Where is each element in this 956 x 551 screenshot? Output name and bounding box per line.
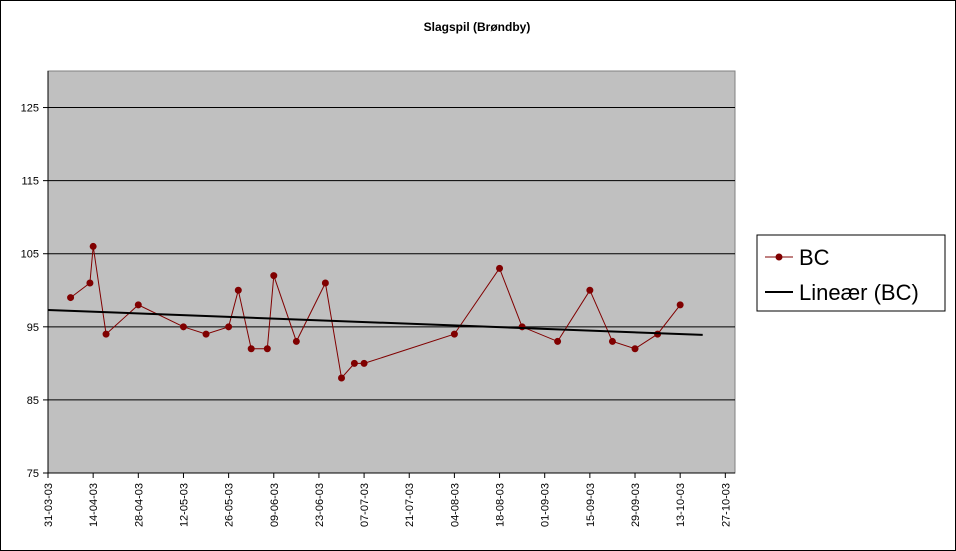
legend-marker <box>775 253 783 261</box>
legend-label: BC <box>799 245 830 270</box>
legend-box <box>756 234 946 312</box>
data-point <box>89 242 97 250</box>
data-point <box>67 294 75 302</box>
data-point <box>676 301 684 309</box>
x-tick-label: 27-10-03 <box>720 483 732 527</box>
x-tick-label: 23-06-03 <box>314 483 326 527</box>
y-tick-label: 115 <box>21 176 39 188</box>
data-point <box>360 359 368 367</box>
y-tick-label: 125 <box>21 103 39 115</box>
x-tick-label: 18-08-03 <box>495 483 507 527</box>
data-point <box>586 286 594 294</box>
data-point <box>179 323 187 331</box>
data-point <box>134 301 142 309</box>
x-tick-label: 29-09-03 <box>630 483 642 527</box>
x-tick-label: 15-09-03 <box>585 483 597 527</box>
x-tick-label: 31-03-03 <box>43 483 55 527</box>
legend-label: Lineær (BC) <box>799 280 919 305</box>
legend: BC Lineær (BC) <box>756 234 946 312</box>
y-tick-label: 85 <box>27 395 39 407</box>
x-tick-label: 14-04-03 <box>88 483 100 527</box>
data-point <box>102 330 110 338</box>
data-point <box>247 345 255 353</box>
y-tick-label: 105 <box>21 249 39 261</box>
data-point <box>631 345 639 353</box>
data-point <box>496 264 504 272</box>
data-point <box>554 337 562 345</box>
x-tick-label: 26-05-03 <box>224 483 236 527</box>
plot-area: 75 85 95 105 115 125 31-03-03 14-04-03 28-04-03 1… <box>21 70 736 527</box>
data-point <box>321 279 329 287</box>
data-point <box>608 337 616 345</box>
x-tick-label: 28-04-03 <box>133 483 145 527</box>
x-tick-label: 09-06-03 <box>269 483 281 527</box>
x-tick-label: 07-07-03 <box>359 483 371 527</box>
chart-title: Slagspil (Brøndby) <box>423 20 531 34</box>
data-point <box>86 279 94 287</box>
data-point <box>202 330 210 338</box>
trendline <box>47 309 703 336</box>
data-point <box>292 337 300 345</box>
x-tick-label: 12-05-03 <box>178 483 190 527</box>
data-point <box>234 286 242 294</box>
x-tick-label: 21-07-03 <box>404 483 416 527</box>
plot-background <box>47 70 736 474</box>
data-point <box>263 345 271 353</box>
y-tick-label: 75 <box>27 468 39 480</box>
data-point <box>350 359 358 367</box>
y-tick-label: 95 <box>27 322 39 334</box>
data-point <box>338 374 346 382</box>
x-tick-label: 13-10-03 <box>675 483 687 527</box>
series-line <box>70 246 681 380</box>
x-tick-label: 04-08-03 <box>449 483 461 527</box>
data-point <box>225 323 233 331</box>
data-point <box>450 330 458 338</box>
x-tick-label: 01-09-03 <box>540 483 552 527</box>
data-point <box>270 272 278 280</box>
